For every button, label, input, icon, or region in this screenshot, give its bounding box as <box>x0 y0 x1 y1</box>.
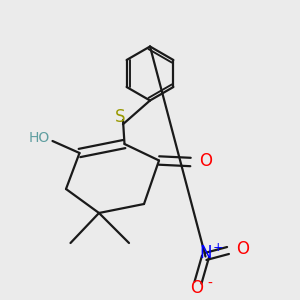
Text: +: + <box>212 241 223 254</box>
Text: S: S <box>115 108 125 126</box>
Text: O: O <box>236 240 249 258</box>
Text: N: N <box>199 244 212 262</box>
Text: -: - <box>208 277 212 291</box>
Text: O: O <box>199 152 212 169</box>
Text: HO: HO <box>28 131 50 145</box>
Text: O: O <box>190 279 203 297</box>
